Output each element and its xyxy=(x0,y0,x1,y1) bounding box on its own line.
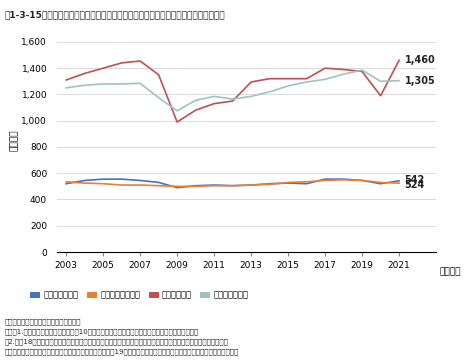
Text: （注）1.ここでいう大企業とは資本金10億円以上、中小企業とは資本金１億円未満の企業とする。: （注）1.ここでいう大企業とは資本金10億円以上、中小企業とは資本金１億円未満の… xyxy=(5,329,199,335)
Text: 第1-3-15図　企業規模別に見た、従業員一人当たり付加価値額（労働生産性）の推移: 第1-3-15図 企業規模別に見た、従業員一人当たり付加価値額（労働生産性）の推… xyxy=(5,11,225,20)
Text: 1,460: 1,460 xyxy=(405,55,436,65)
Text: のとする。: のとする。 xyxy=(5,359,26,360)
Text: 資料：財務省「法人企業統計調査年報」: 資料：財務省「法人企業統計調査年報」 xyxy=(5,319,81,325)
Legend: 中小企業製造業, 中小企業非製造業, 大企業製造業, 大企業非製造業: 中小企業製造業, 中小企業非製造業, 大企業製造業, 大企業非製造業 xyxy=(27,287,252,303)
Text: （年度）: （年度） xyxy=(440,267,461,276)
Text: 524: 524 xyxy=(405,180,425,190)
Text: 542: 542 xyxy=(405,175,425,185)
Y-axis label: （万円）: （万円） xyxy=(9,130,18,151)
Text: 1,305: 1,305 xyxy=(405,76,436,86)
Text: ＋支払利息等＋動産・不動産賃借料＋租税公課とし、平成19年度調査以降はこれに役員賞与、及び従業員賞与を加えたも: ＋支払利息等＋動産・不動産賃借料＋租税公課とし、平成19年度調査以降はこれに役員… xyxy=(5,349,239,355)
Text: 2.平成18年度調査以前は付加価値額＝営業純益（営業利益－支払利息等）＋役員給与＋従業員給与＋福利厚生費: 2.平成18年度調査以前は付加価値額＝営業純益（営業利益－支払利息等）＋役員給与… xyxy=(5,339,228,345)
